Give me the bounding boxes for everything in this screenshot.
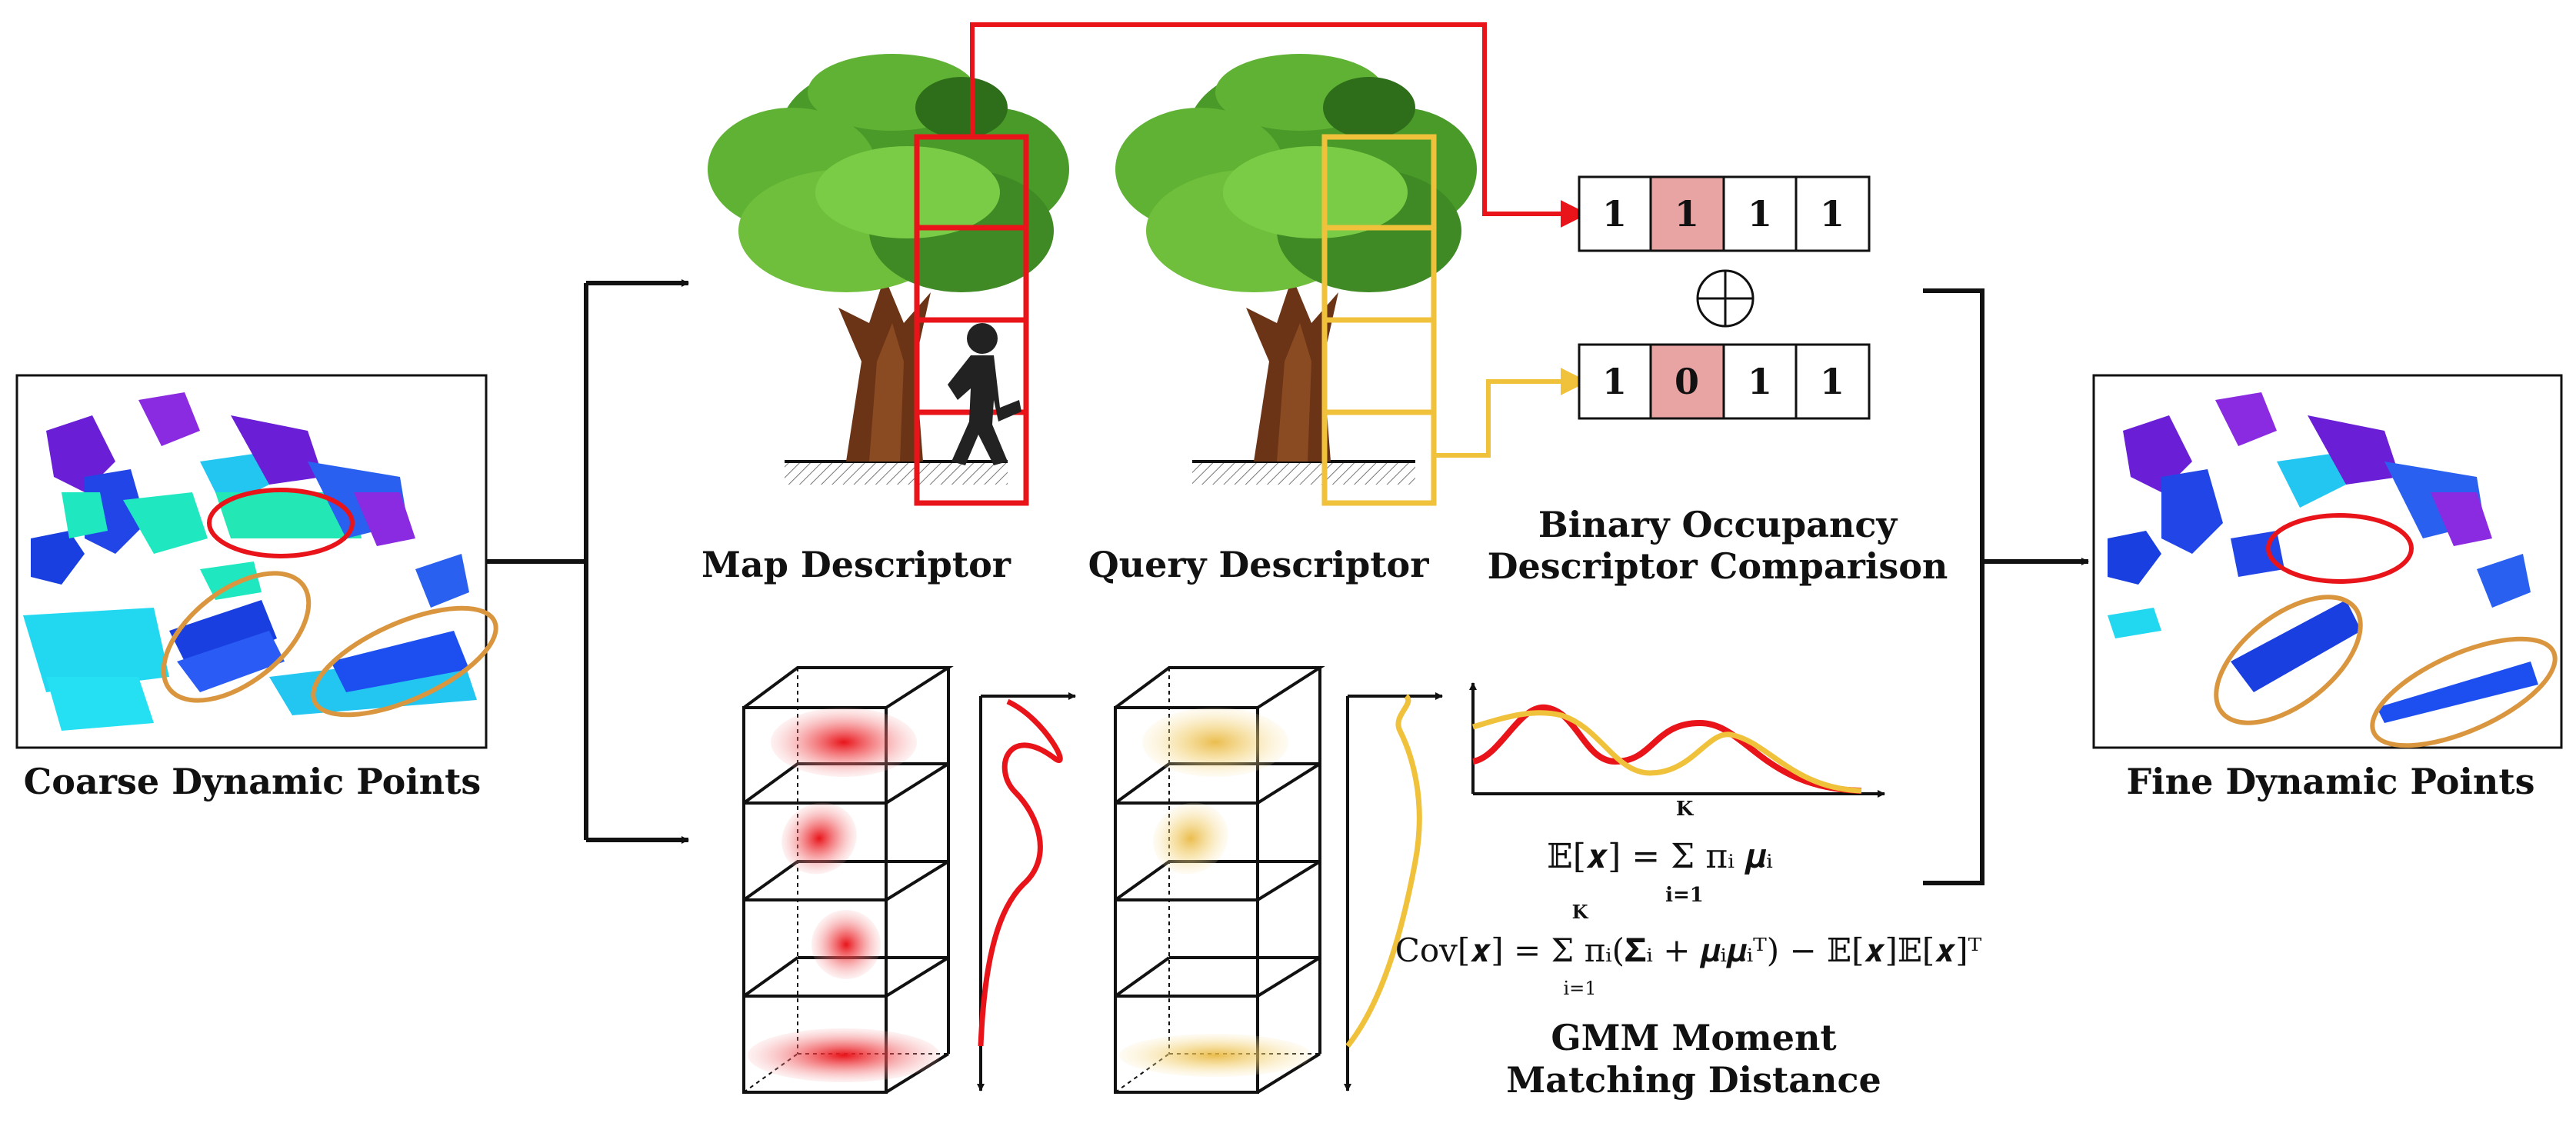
query-density-axis <box>1344 692 1443 1091</box>
mean-equation-text: 𝔼[𝒙] = Σ πᵢ 𝝁ᵢ <box>1547 837 1773 876</box>
map-bit-2: 1 <box>1748 193 1772 235</box>
query-tree-icon <box>1115 54 1477 485</box>
split-connector <box>486 279 689 844</box>
gmm-caption-line2: Matching Distance <box>1506 1059 1881 1101</box>
map-descriptor-caption: Map Descriptor <box>701 544 1011 585</box>
coarse-caption: Coarse Dynamic Points <box>24 761 482 802</box>
binary-caption-line2: Descriptor Comparison <box>1488 545 1948 587</box>
mean-equation-upper: K <box>1676 798 1695 821</box>
fine-orange-ellipse-right <box>2370 636 2558 748</box>
query-gmm-stack <box>1114 666 1443 1094</box>
query-bit-2: 1 <box>1748 361 1772 402</box>
map-gmm-stack <box>742 666 1076 1094</box>
map-bit-3: 1 <box>1820 193 1845 235</box>
coarse-red-ellipse <box>207 488 355 558</box>
map-tree-icon <box>708 54 1069 485</box>
map-descriptor: Map Descriptor <box>701 54 1069 585</box>
merge-connector <box>1923 288 2089 885</box>
cov-equation-lower: i=1 <box>1563 978 1596 999</box>
coarse-dynamic-points-panel: Coarse Dynamic Points <box>15 374 498 802</box>
fine-orange-ellipse-left <box>2214 595 2363 725</box>
gmm-comparison-plot <box>1469 682 1885 798</box>
query-binary-vector: 1 0 1 1 <box>1578 343 1871 420</box>
coarse-orange-ellipse-left <box>161 571 312 703</box>
descriptor-to-binary-arrows <box>970 22 1588 458</box>
xor-operator <box>1696 269 1755 328</box>
query-descriptor: Query Descriptor <box>1088 54 1477 585</box>
binary-comparison: 1 1 1 1 1 0 1 1 Binary Occupancy Descrip… <box>1488 175 1948 587</box>
cov-equation-text: Cov[𝒙] = Σ πᵢ(𝚺ᵢ + 𝝁ᵢ𝝁ᵢᵀ) − 𝔼[𝒙]𝔼[𝒙]ᵀ <box>1395 931 1982 969</box>
query-descriptor-caption: Query Descriptor <box>1088 544 1430 585</box>
query-bit-1: 0 <box>1675 361 1699 402</box>
gmm-caption-line1: GMM Moment <box>1551 1017 1837 1058</box>
mean-equation: 𝔼[𝒙] = Σ πᵢ 𝝁ᵢ K i=1 <box>1547 798 1773 907</box>
coarse-point-cloud <box>23 392 477 731</box>
mean-equation-lower: i=1 <box>1665 884 1704 907</box>
map-binary-vector: 1 1 1 1 <box>1578 175 1871 252</box>
fine-dynamic-points-panel: Fine Dynamic Points <box>2092 374 2563 802</box>
fine-red-ellipse <box>2266 513 2414 584</box>
query-bit-0: 1 <box>1602 361 1627 402</box>
pedestrian-icon <box>948 323 1021 465</box>
coarse-orange-ellipse-right <box>311 605 498 718</box>
fine-point-cloud <box>2108 392 2538 723</box>
map-density-axis <box>977 692 1076 1091</box>
query-bit-3: 1 <box>1820 361 1845 402</box>
binary-caption-line1: Binary Occupancy <box>1538 504 1898 545</box>
map-bit-0: 1 <box>1602 193 1627 235</box>
covariance-equation: Cov[𝒙] = Σ πᵢ(𝚺ᵢ + 𝝁ᵢ𝝁ᵢᵀ) − 𝔼[𝒙]𝔼[𝒙]ᵀ K … <box>1395 901 1982 999</box>
cov-equation-upper: K <box>1572 901 1589 923</box>
query-descriptor-cells <box>1321 134 1437 506</box>
fine-caption: Fine Dynamic Points <box>2127 761 2535 802</box>
map-bit-1: 1 <box>1675 193 1699 235</box>
